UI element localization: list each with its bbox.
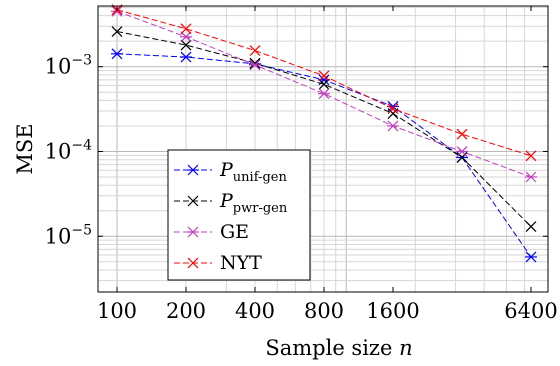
marker-stroke bbox=[180, 23, 192, 35]
marker-stroke bbox=[180, 39, 192, 51]
legend: Punif-gen Ppwr-gen GE NYT bbox=[167, 149, 311, 281]
legend-entry: GE bbox=[174, 221, 249, 243]
y-axis-label: MSE bbox=[13, 123, 37, 174]
marker-stroke bbox=[525, 150, 537, 162]
y-tick-label: 10−3 bbox=[45, 53, 92, 79]
marker-stroke bbox=[318, 70, 330, 82]
y-tick-label: 10−5 bbox=[45, 222, 92, 248]
legend-entry: Punif-gen bbox=[174, 159, 287, 185]
x-tick-label: 200 bbox=[166, 299, 206, 323]
y-tick-label: 10−4 bbox=[45, 137, 92, 163]
marker-stroke bbox=[456, 128, 468, 140]
marker-stroke bbox=[318, 78, 330, 90]
data-point bbox=[525, 251, 537, 263]
data-point bbox=[387, 103, 399, 115]
legend-label: Punif-gen bbox=[219, 159, 287, 185]
marker-stroke bbox=[525, 221, 537, 233]
data-point bbox=[180, 51, 192, 63]
data-point bbox=[456, 128, 468, 140]
legend-marker bbox=[187, 226, 199, 238]
x-tick-label: 400 bbox=[235, 299, 275, 323]
legend-label: NYT bbox=[220, 252, 262, 274]
grid bbox=[98, 6, 548, 292]
marker-stroke bbox=[249, 57, 261, 69]
x-axis-label-variable: n bbox=[399, 336, 413, 360]
data-point bbox=[180, 39, 192, 51]
data-point bbox=[180, 31, 192, 43]
data-point bbox=[456, 146, 468, 157]
axis-ticks: 100 200 400 800 1600 6400 10−5 10−4 10−3 bbox=[45, 6, 558, 323]
legend-label: Ppwr-gen bbox=[219, 190, 288, 216]
legend-entry: Ppwr-gen bbox=[174, 190, 288, 216]
series-3 bbox=[111, 5, 537, 183]
x-axis-label-text: Sample size bbox=[265, 336, 392, 360]
x-tick-label: 800 bbox=[304, 299, 344, 323]
data-point bbox=[318, 78, 330, 90]
legend-marker bbox=[187, 195, 199, 207]
legend-marker bbox=[187, 257, 199, 269]
x-tick-label: 100 bbox=[97, 299, 137, 323]
legend-entry: NYT bbox=[174, 252, 262, 274]
data-point bbox=[387, 120, 399, 132]
plot-frame bbox=[97, 5, 549, 293]
legend-marker bbox=[187, 164, 199, 176]
data-point bbox=[249, 45, 261, 56]
data-point bbox=[111, 48, 123, 60]
x-axis-label: Sample size n bbox=[265, 336, 412, 360]
data-point bbox=[249, 57, 261, 69]
marker-stroke bbox=[111, 26, 123, 37]
data-point bbox=[111, 26, 123, 37]
data-point bbox=[180, 23, 192, 35]
data-point bbox=[318, 70, 330, 82]
x-tick-label: 1600 bbox=[366, 299, 419, 323]
data-point bbox=[525, 150, 537, 162]
data-point bbox=[318, 88, 330, 100]
data-point bbox=[249, 59, 261, 71]
marker-stroke bbox=[187, 195, 199, 207]
legend-label: GE bbox=[220, 221, 249, 243]
x-tick-label: 6400 bbox=[504, 299, 557, 323]
marker-stroke bbox=[387, 103, 399, 115]
data-point bbox=[525, 171, 537, 183]
data-point bbox=[525, 221, 537, 233]
marker-stroke bbox=[187, 257, 199, 269]
marker-stroke bbox=[249, 45, 261, 56]
